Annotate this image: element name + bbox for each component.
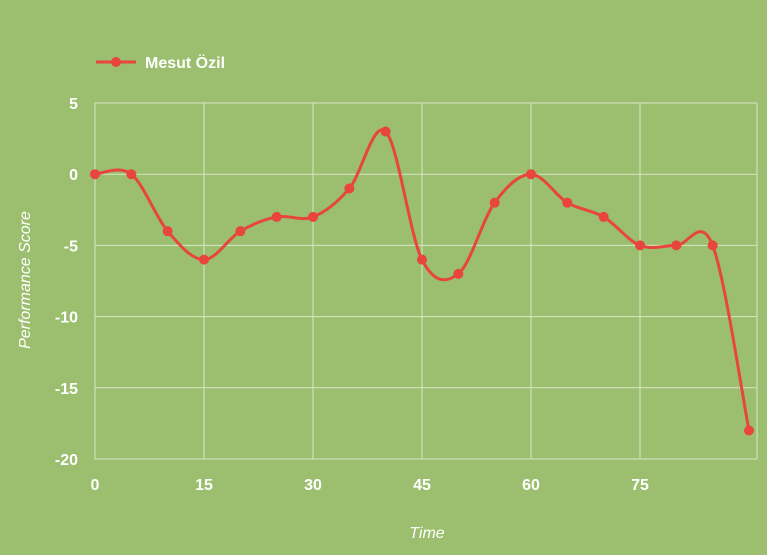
x-tick-label: 45 [413,477,431,494]
data-point [598,211,609,222]
x-tick-label: 0 [91,477,100,494]
data-point [162,226,173,237]
x-axis-ticks: 0 15 30 45 60 75 [91,477,649,494]
y-tick-label: -20 [55,452,78,469]
data-point [744,425,754,436]
legend-swatch-marker [111,57,121,67]
data-point [271,211,282,222]
y-tick-label: -10 [55,310,78,327]
x-tick-label: 75 [631,477,649,494]
data-point [199,254,209,265]
data-point [417,254,427,265]
y-tick-label: -5 [64,238,78,255]
data-point [526,169,536,180]
data-point [126,169,137,180]
y-tick-label: 0 [69,167,78,184]
data-point [453,268,464,279]
data-point [380,126,391,137]
data-point [562,197,573,208]
series-layer [90,126,754,436]
y-tick-label: 5 [69,96,78,113]
x-tick-label: 30 [304,477,322,494]
legend: Mesut Özil [96,53,225,72]
data-point [489,197,500,208]
data-point [344,183,355,194]
y-axis-ticks: 5 0 -5 -10 -15 -20 [55,96,78,469]
grid-lines [94,102,758,460]
data-point [671,240,682,251]
x-axis-title: Time [409,525,445,542]
y-tick-label: -15 [55,381,78,398]
data-point [707,240,718,251]
x-tick-label: 60 [522,477,540,494]
x-tick-label: 15 [195,477,213,494]
data-point [635,240,645,251]
data-point [235,226,246,237]
data-point [90,169,100,180]
y-axis-title: Performance Score [17,211,34,349]
data-point [308,211,318,222]
legend-label: Mesut Özil [145,53,225,72]
